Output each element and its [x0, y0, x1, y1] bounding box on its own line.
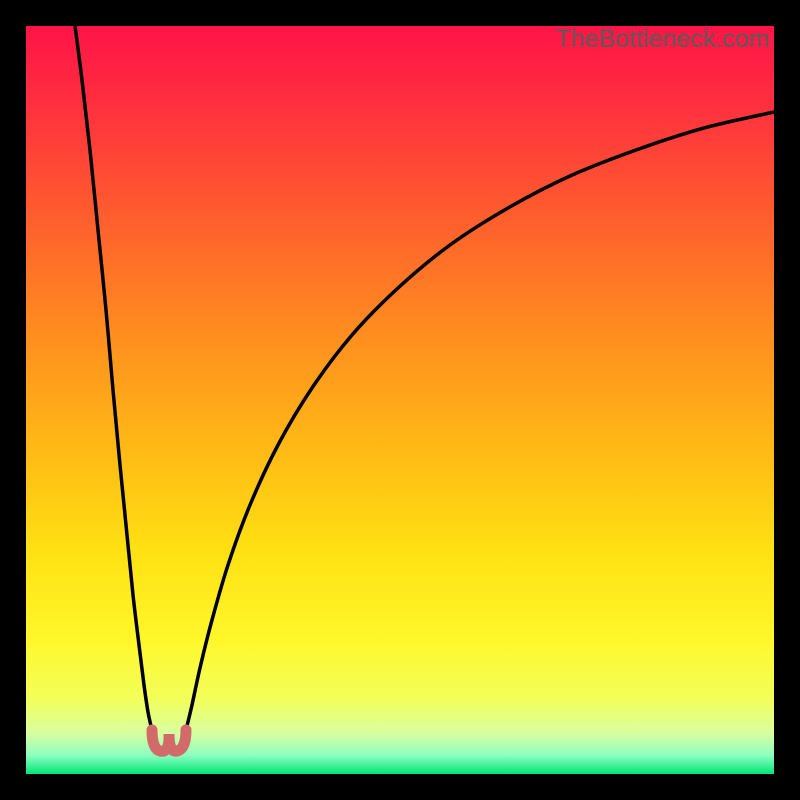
- right-curve: [186, 112, 774, 730]
- curve-overlay: [0, 0, 800, 800]
- valley-marker: [152, 730, 186, 751]
- left-curve: [75, 26, 152, 730]
- watermark-text: TheBottleneck.com: [556, 25, 770, 54]
- chart-frame: TheBottleneck.com: [0, 0, 800, 800]
